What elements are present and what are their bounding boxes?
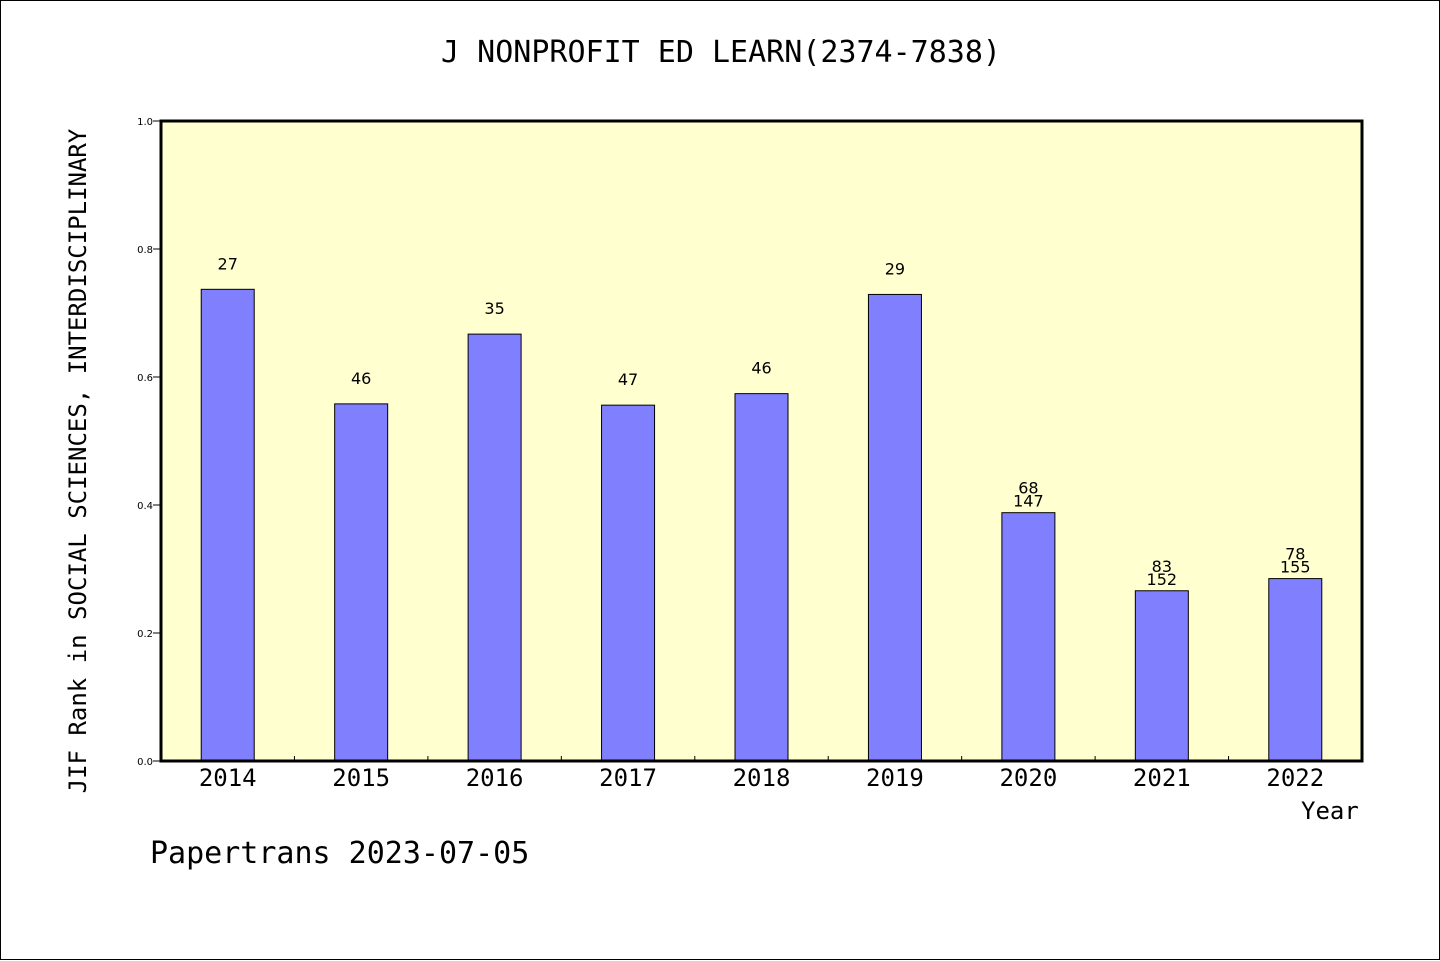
bar — [1001, 512, 1056, 762]
bar-value-label: 47 — [618, 370, 638, 389]
x-axis-label: Year — [1301, 797, 1359, 825]
bar-value-label: 29 — [885, 259, 905, 278]
y-tick-label: 0.2 — [137, 629, 153, 640]
x-tick-label: 2017 — [599, 764, 657, 792]
x-tick-label: 2020 — [999, 764, 1057, 792]
bar — [200, 288, 255, 762]
bar — [734, 393, 789, 762]
bar — [467, 333, 522, 762]
x-tick-label: 2021 — [1133, 764, 1191, 792]
bar-value-label: 68 — [1018, 479, 1038, 498]
bar-value-label: 83 — [1152, 557, 1172, 576]
bar — [334, 403, 389, 762]
bar — [601, 404, 656, 762]
y-tick-label: 0.0 — [137, 757, 153, 768]
plot-border — [159, 119, 1364, 763]
y-tick-label: 1.0 — [137, 117, 153, 128]
bar — [867, 293, 922, 762]
bar-total-label: 147 — [1013, 492, 1044, 511]
y-tick-label: 0.8 — [137, 245, 153, 256]
bar-value-label: 78 — [1285, 545, 1305, 564]
bar-value-label: 46 — [751, 359, 771, 378]
bar-total-label: 155 — [1280, 558, 1311, 577]
bar — [1268, 578, 1323, 762]
bar-value-label: 27 — [218, 254, 238, 273]
x-tick-label: 2022 — [1266, 764, 1324, 792]
y-tick-label: 0.6 — [137, 373, 153, 384]
y-tick-label: 0.4 — [137, 501, 153, 512]
x-tick-label: 2015 — [332, 764, 390, 792]
x-tick-label: 2019 — [866, 764, 924, 792]
x-tick-label: 2016 — [466, 764, 524, 792]
footer-watermark: Papertrans 2023-07-05 — [150, 836, 530, 871]
x-tick-label: 2014 — [199, 764, 257, 792]
chart-title: J NONPROFIT ED LEARN(2374-7838) — [441, 35, 1001, 70]
x-tick-label: 2018 — [733, 764, 791, 792]
bar-value-label: 46 — [351, 369, 371, 388]
bar — [1134, 590, 1189, 762]
bar-value-label: 35 — [484, 299, 504, 318]
bar-total-label: 152 — [1147, 570, 1178, 589]
